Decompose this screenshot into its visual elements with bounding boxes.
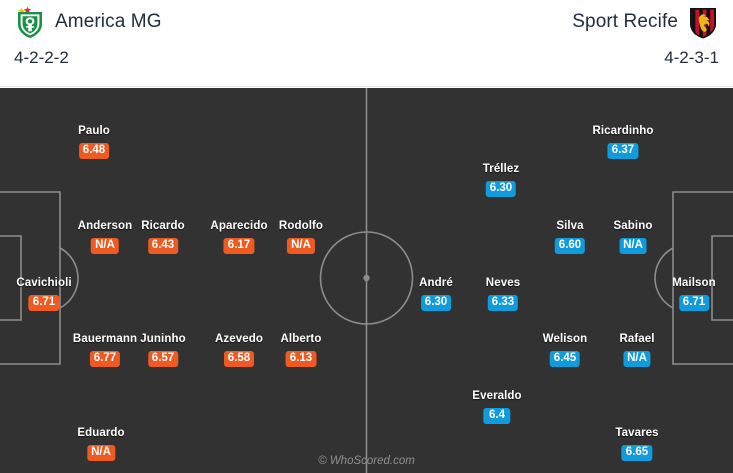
player-card[interactable]: André 6.30 — [419, 277, 453, 311]
player-card[interactable]: Ricardo 6.43 — [141, 220, 185, 254]
player-card[interactable]: Azevedo 6.58 — [215, 333, 263, 367]
player-card[interactable]: Ricardinho 6.37 — [592, 125, 654, 159]
player-name: Ricardinho — [592, 125, 654, 137]
match-header: America MG Sport Recife 4-2-2-2 4-2-3-1 — [0, 0, 733, 88]
player-name: Welison — [542, 333, 588, 345]
player-rating-badge: 6.60 — [554, 237, 586, 254]
player-name: Alberto — [280, 333, 322, 345]
player-card[interactable]: Rafael N/A — [619, 333, 655, 367]
player-name: Cavichioli — [16, 277, 72, 289]
player-name: Silva — [556, 220, 584, 232]
america-mg-crest — [17, 6, 42, 38]
player-name: Paulo — [78, 125, 110, 137]
player-card[interactable]: Everaldo 6.4 — [472, 390, 522, 424]
player-rating-badge: 6.71 — [678, 294, 710, 311]
header-divider — [0, 86, 733, 87]
player-card[interactable]: Silva 6.60 — [554, 220, 586, 254]
away-team-block[interactable]: Sport Recife — [572, 5, 719, 39]
pitch-markings — [0, 88, 733, 473]
player-rating-badge: 6.13 — [285, 350, 317, 367]
away-team-name: Sport Recife — [572, 11, 678, 32]
player-card[interactable]: Mailson 6.71 — [672, 277, 716, 311]
player-rating-badge: 6.71 — [28, 294, 60, 311]
player-card[interactable]: Alberto 6.13 — [280, 333, 322, 367]
player-rating-badge: 6.57 — [147, 350, 179, 367]
player-name: Anderson — [77, 220, 133, 232]
player-name: Mailson — [672, 277, 716, 289]
player-card[interactable]: Sabino N/A — [613, 220, 653, 254]
player-rating-badge: 6.65 — [621, 444, 653, 461]
player-name: Rodolfo — [278, 220, 324, 232]
player-name: Everaldo — [472, 390, 522, 402]
player-card[interactable]: Aparecido 6.17 — [210, 220, 268, 254]
player-card[interactable]: Bauermann 6.77 — [72, 333, 138, 367]
player-card[interactable]: Paulo 6.48 — [78, 125, 110, 159]
player-card[interactable]: Anderson N/A — [77, 220, 133, 254]
player-rating-badge: 6.45 — [549, 350, 581, 367]
player-card[interactable]: Tavares 6.65 — [615, 427, 659, 461]
player-card[interactable]: Eduardo N/A — [77, 427, 125, 461]
player-rating-badge: 6.30 — [485, 180, 517, 197]
player-rating-badge: 6.58 — [223, 350, 255, 367]
pitch: Cavichioli 6.71 Anderson N/A Ricardo 6.43 Apar… — [0, 88, 733, 473]
away-formation: 4-2-3-1 — [664, 48, 719, 67]
player-rating-badge: N/A — [91, 237, 119, 254]
player-rating-badge: N/A — [623, 350, 651, 367]
player-name: André — [419, 277, 453, 289]
player-rating-badge: N/A — [87, 444, 115, 461]
sport-recife-crest — [690, 8, 716, 39]
player-name: Tavares — [615, 427, 659, 439]
player-rating-badge: 6.33 — [487, 294, 519, 311]
player-name: Eduardo — [77, 427, 125, 439]
player-card[interactable]: Welison 6.45 — [542, 333, 588, 367]
player-name: Juninho — [140, 333, 186, 345]
player-name: Bauermann — [72, 333, 138, 345]
player-rating-badge: N/A — [619, 237, 647, 254]
player-name: Ricardo — [141, 220, 185, 232]
player-name: Azevedo — [215, 333, 263, 345]
home-team-name: America MG — [55, 11, 162, 32]
player-rating-badge: 6.43 — [147, 237, 179, 254]
player-name: Aparecido — [210, 220, 268, 232]
player-rating-badge: N/A — [287, 237, 315, 254]
player-name: Tréllez — [482, 163, 520, 175]
home-formation: 4-2-2-2 — [14, 48, 69, 67]
player-name: Rafael — [619, 333, 655, 345]
player-name: Neves — [485, 277, 521, 289]
player-card[interactable]: Tréllez 6.30 — [482, 163, 520, 197]
player-card[interactable]: Cavichioli 6.71 — [16, 277, 72, 311]
player-rating-badge: 6.17 — [223, 237, 255, 254]
home-team-block[interactable]: America MG — [14, 5, 162, 39]
player-rating-badge: 6.77 — [89, 350, 121, 367]
player-card[interactable]: Juninho 6.57 — [140, 333, 186, 367]
player-name: Sabino — [613, 220, 653, 232]
player-rating-badge: 6.37 — [607, 142, 639, 159]
player-rating-badge: 6.4 — [483, 407, 511, 424]
player-card[interactable]: Neves 6.33 — [485, 277, 521, 311]
player-card[interactable]: Rodolfo N/A — [278, 220, 324, 254]
whoscored-watermark: © WhoScored.com — [318, 455, 415, 467]
player-rating-badge: 6.30 — [420, 294, 452, 311]
player-rating-badge: 6.48 — [78, 142, 110, 159]
